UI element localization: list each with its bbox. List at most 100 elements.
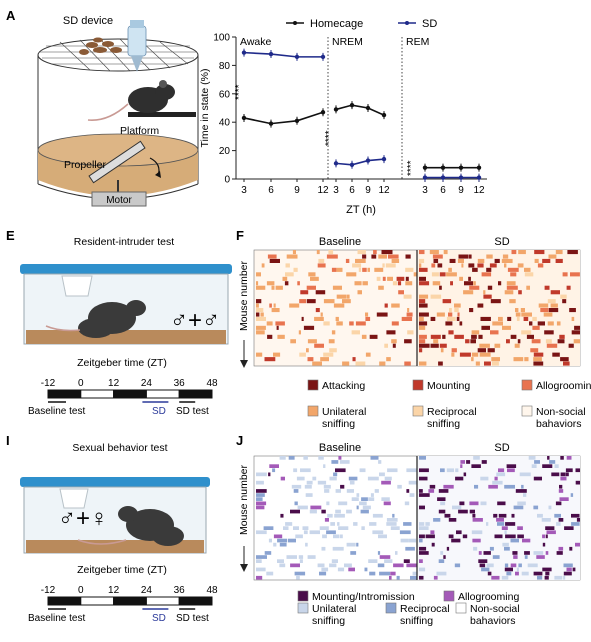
behavior-bout bbox=[386, 518, 398, 522]
behavior-bout bbox=[498, 281, 502, 286]
legend-label: Mounting/Intromission bbox=[312, 591, 415, 603]
behavior-bout bbox=[532, 316, 537, 321]
behavior-bout bbox=[471, 330, 480, 335]
behavior-bout bbox=[338, 456, 342, 460]
behavior-bout bbox=[269, 258, 280, 263]
sd-device-illustration bbox=[37, 20, 199, 207]
behavior-bout bbox=[473, 546, 478, 551]
behavior-bout bbox=[533, 571, 543, 576]
motor-box bbox=[91, 191, 147, 207]
timeline-tick-label: 12 bbox=[108, 378, 120, 389]
y-tick-label: 0 bbox=[224, 175, 230, 186]
behavior-bout bbox=[412, 571, 417, 576]
timeline-tick-label: 24 bbox=[141, 585, 153, 596]
behavior-bout bbox=[531, 339, 541, 344]
behavior-bout bbox=[440, 501, 446, 506]
behavior-bout bbox=[316, 250, 320, 255]
behavior-bout bbox=[391, 321, 399, 326]
behavior-bout bbox=[408, 480, 417, 485]
behavior-bout bbox=[433, 258, 439, 263]
x-tick-label: 6 bbox=[268, 185, 274, 196]
data-point-sd bbox=[349, 162, 355, 167]
behavior-bout bbox=[338, 526, 349, 530]
behavior-bout bbox=[570, 272, 580, 277]
behavior-bout bbox=[501, 575, 509, 580]
behavior-bout bbox=[463, 472, 467, 477]
behavior-bout bbox=[438, 509, 446, 514]
timeline-title: Zeitgeber time (ZT) bbox=[77, 564, 167, 576]
behavior-bout bbox=[528, 456, 536, 460]
behavior-bout bbox=[548, 254, 557, 259]
behavior-bout bbox=[321, 567, 329, 572]
behavior-bout bbox=[419, 276, 426, 281]
behavior-bout bbox=[419, 250, 425, 255]
behavior-bout bbox=[537, 263, 544, 268]
behavior-bout bbox=[324, 518, 329, 522]
behavior-bout bbox=[419, 316, 424, 321]
behavior-bout bbox=[271, 285, 275, 290]
behavior-bout bbox=[542, 534, 546, 539]
behavior-bout bbox=[515, 308, 519, 313]
timeline-segment bbox=[145, 596, 180, 606]
data-point-sd bbox=[241, 50, 247, 55]
behavior-bout bbox=[277, 334, 285, 339]
behavior-bout bbox=[272, 468, 276, 473]
behavior-bout bbox=[502, 542, 509, 547]
behavior-bout bbox=[521, 571, 529, 576]
behavior-bout bbox=[405, 276, 409, 281]
legend-label: Non-social bbox=[470, 603, 520, 615]
behavior-bout bbox=[323, 299, 335, 304]
behavior-bout bbox=[526, 334, 534, 339]
behavior-bout bbox=[567, 250, 578, 255]
behavior-bout bbox=[307, 339, 317, 344]
behavior-bout bbox=[306, 285, 316, 290]
behavior-bout bbox=[533, 476, 542, 481]
behavior-bout bbox=[329, 563, 337, 568]
male-female-symbol: ♂+♀ bbox=[58, 505, 108, 532]
behavior-bout bbox=[317, 480, 327, 485]
behavior-bout bbox=[455, 468, 459, 473]
legend-swatch bbox=[297, 590, 309, 602]
behavior-bout bbox=[468, 263, 475, 268]
behavior-bout bbox=[446, 546, 450, 551]
behavior-bout bbox=[391, 339, 397, 344]
behavior-bout bbox=[430, 334, 441, 339]
behavior-bout bbox=[330, 522, 335, 526]
behavior-bout bbox=[545, 339, 552, 344]
behavior-bout bbox=[367, 476, 379, 481]
behavior-bout bbox=[290, 563, 300, 568]
behavior-bout bbox=[346, 272, 357, 277]
behavior-bout bbox=[565, 472, 569, 477]
behavior-bout bbox=[492, 480, 503, 485]
behavior-bout bbox=[459, 321, 463, 326]
behavior-bout bbox=[479, 343, 490, 348]
behavior-bout bbox=[437, 497, 446, 501]
behavior-bout bbox=[430, 530, 435, 535]
behavior-bout bbox=[521, 330, 532, 335]
y-tick-label: 60 bbox=[219, 89, 231, 100]
behavior-bout bbox=[371, 254, 377, 259]
behavior-bout bbox=[430, 316, 436, 321]
behavior-bout bbox=[459, 501, 465, 506]
behavior-bout bbox=[556, 321, 561, 326]
behavior-bout bbox=[533, 357, 542, 362]
behavior-bout bbox=[331, 267, 337, 272]
data-point-homecage bbox=[320, 110, 326, 115]
behavior-bout bbox=[355, 321, 366, 326]
behavior-bout bbox=[569, 308, 576, 313]
behavior-bout bbox=[395, 551, 398, 555]
behavior-bout bbox=[454, 303, 461, 308]
behavior-bout bbox=[490, 299, 501, 304]
behavior-bout bbox=[563, 361, 570, 366]
behavior-bout bbox=[306, 299, 316, 304]
behavior-bout bbox=[502, 325, 511, 330]
legend-swatch bbox=[385, 602, 397, 614]
behavior-bout bbox=[419, 456, 426, 460]
behavior-bout bbox=[405, 281, 413, 286]
behavior-bout bbox=[532, 325, 540, 330]
behavior-bout bbox=[404, 339, 412, 344]
behavior-bout bbox=[349, 480, 355, 485]
f-ylabel-group: Mouse number bbox=[238, 260, 250, 368]
behavior-bout bbox=[408, 538, 417, 543]
behavior-bout bbox=[548, 308, 559, 313]
